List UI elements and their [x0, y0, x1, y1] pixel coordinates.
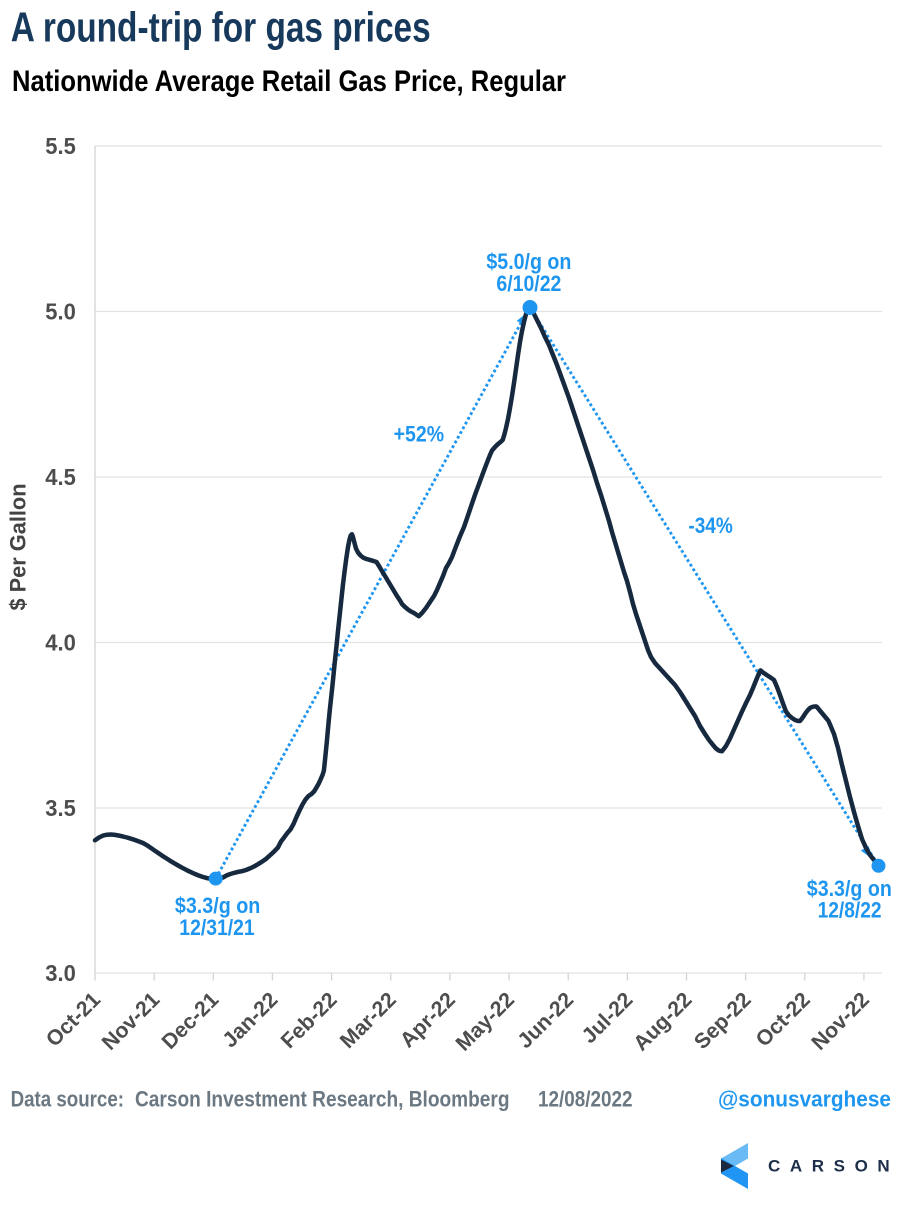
svg-text:Carson Investment Research, Bl: Carson Investment Research, Bloomberg: [135, 1087, 510, 1112]
svg-text:3.5: 3.5: [45, 795, 76, 821]
svg-text:-34%: -34%: [688, 513, 733, 538]
svg-text:$ Per Gallon: $ Per Gallon: [5, 484, 30, 611]
svg-text:4.5: 4.5: [45, 464, 76, 490]
svg-text:12/8/22: 12/8/22: [818, 898, 882, 923]
svg-text:$3.3/g on: $3.3/g on: [807, 876, 892, 901]
svg-text:$3.3/g on: $3.3/g on: [175, 893, 261, 918]
svg-text:$5.0/g on: $5.0/g on: [486, 249, 571, 274]
svg-text:Data source:: Data source:: [11, 1087, 124, 1112]
svg-text:4.0: 4.0: [45, 629, 76, 655]
svg-text:12/31/21: 12/31/21: [179, 915, 254, 940]
svg-text:CARSON: CARSON: [768, 1157, 899, 1176]
svg-text:Nationwide Average Retail Gas: Nationwide Average Retail Gas Price, Reg…: [12, 65, 566, 98]
svg-text:A round-trip for gas prices: A round-trip for gas prices: [11, 4, 431, 51]
svg-text:3.0: 3.0: [45, 960, 76, 986]
svg-text:6/10/22: 6/10/22: [496, 271, 561, 296]
svg-text:12/08/2022: 12/08/2022: [538, 1087, 633, 1112]
svg-text:5.5: 5.5: [45, 133, 76, 159]
svg-text:+52%: +52%: [394, 422, 445, 447]
svg-text:5.0: 5.0: [45, 298, 76, 324]
svg-text:@sonusvarghese: @sonusvarghese: [718, 1087, 891, 1112]
